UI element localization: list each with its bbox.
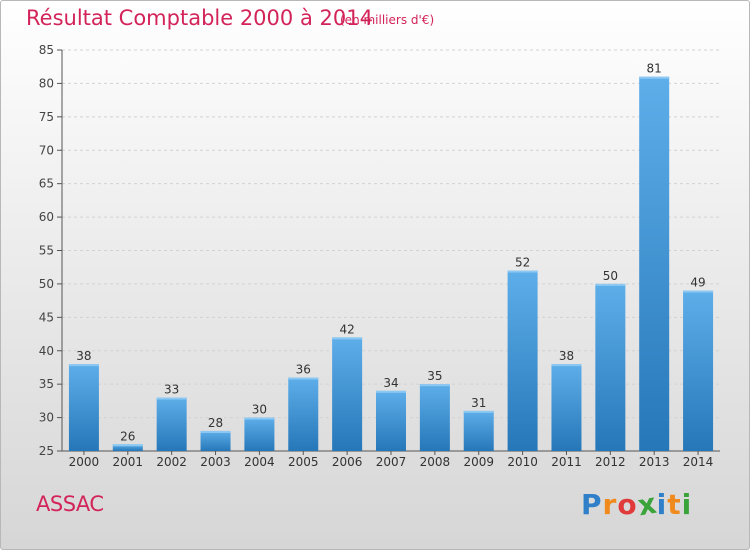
x-tick-label-2001: 2001 <box>113 455 144 469</box>
y-tick-label: 85 <box>39 43 54 57</box>
bar-top-2001 <box>112 444 143 447</box>
bar-top-2009 <box>463 410 494 413</box>
bar-2010 <box>507 270 538 451</box>
y-tick-label: 70 <box>39 143 54 157</box>
proxiti-logo: Proxiti <box>581 487 693 523</box>
value-label-2005: 36 <box>296 362 311 376</box>
value-label-2006: 42 <box>339 322 354 336</box>
value-label-2002: 33 <box>164 383 179 397</box>
x-tick-label-2000: 2000 <box>69 455 100 469</box>
x-tick-label-2006: 2006 <box>332 455 363 469</box>
y-tick-label: 30 <box>39 411 54 425</box>
bar-2005 <box>288 377 319 451</box>
logo-letter: o <box>617 488 638 521</box>
value-label-2011: 38 <box>559 349 574 363</box>
bar-top-2007 <box>376 390 406 393</box>
x-tick-label-2010: 2010 <box>507 455 538 469</box>
value-label-2014: 49 <box>690 276 705 290</box>
y-tick-label: 80 <box>39 76 54 90</box>
logo-letter: t <box>667 488 682 521</box>
value-label-2010: 52 <box>515 256 530 270</box>
value-label-2012: 50 <box>603 269 618 283</box>
value-label-2013: 81 <box>647 62 662 76</box>
logo-letter: i <box>656 488 668 521</box>
bar-2012 <box>595 283 626 451</box>
y-tick-label: 45 <box>39 310 54 324</box>
y-tick-label: 75 <box>39 110 54 124</box>
x-tick-label-2002: 2002 <box>156 455 187 469</box>
logo-letter: i <box>681 488 693 521</box>
bar-top-2003 <box>200 430 231 433</box>
x-tick-label-2005: 2005 <box>288 455 319 469</box>
bar-2004 <box>244 417 275 451</box>
value-label-2008: 35 <box>427 369 442 383</box>
y-tick-label: 65 <box>39 177 54 191</box>
bar-2006 <box>332 337 363 451</box>
logo-letter: r <box>602 488 618 521</box>
x-tick-label-2014: 2014 <box>683 455 714 469</box>
x-tick-label-2003: 2003 <box>200 455 231 469</box>
y-tick-label: 35 <box>39 377 54 391</box>
bar-layer <box>68 76 714 451</box>
value-label-2007: 34 <box>383 376 398 390</box>
chart-title: Résultat Comptable 2000 à 2014 <box>26 6 373 30</box>
city-name: ASSAC <box>36 492 104 516</box>
x-tick-label-2007: 2007 <box>376 455 407 469</box>
x-tick-label-2013: 2013 <box>639 455 670 469</box>
value-label-2004: 30 <box>252 403 267 417</box>
bar-top-2012 <box>595 283 626 286</box>
x-tick-label-2009: 2009 <box>463 455 494 469</box>
bar-2007 <box>376 390 406 451</box>
y-tick-label: 55 <box>39 244 54 258</box>
bar-2003 <box>200 430 231 451</box>
bar-top-2014 <box>683 290 714 293</box>
bar-top-2011 <box>551 364 582 367</box>
bar-2014 <box>683 290 714 451</box>
label-layer: 38 26 33 28 30 36 42 34 35 31 52 38 50 81 49 <box>76 62 705 444</box>
value-label-2009: 31 <box>471 396 486 410</box>
x-tick-label-2004: 2004 <box>244 455 275 469</box>
bar-2002 <box>156 397 187 451</box>
bar-2011 <box>551 364 582 451</box>
bar-2013 <box>639 76 670 451</box>
value-label-2000: 38 <box>76 349 91 363</box>
bar-top-2002 <box>156 397 187 400</box>
bar-top-2010 <box>507 270 538 273</box>
bar-top-2004 <box>244 417 275 420</box>
bar-top-2006 <box>332 337 363 340</box>
y-tick-label: 60 <box>39 210 54 224</box>
y-tick-label: 40 <box>39 344 54 358</box>
logo-letter: P <box>581 488 603 521</box>
value-label-2001: 26 <box>120 429 135 443</box>
x-tick-label-2012: 2012 <box>595 455 626 469</box>
bar-top-2000 <box>68 364 99 367</box>
axis-layer: 25 30 35 40 45 50 55 60 65 70 75 80 85 2000 2001 2002 20… <box>39 43 720 469</box>
x-tick-label-2008: 2008 <box>420 455 451 469</box>
chart-subtitle: (en milliers d'€) <box>340 13 435 27</box>
bar-2001 <box>112 444 143 451</box>
bar-2000 <box>68 364 99 451</box>
bar-top-2008 <box>419 384 450 387</box>
y-tick-label: 25 <box>39 444 54 458</box>
value-label-2003: 28 <box>208 416 223 430</box>
y-tick-label: 50 <box>39 277 54 291</box>
x-tick-label-2011: 2011 <box>551 455 582 469</box>
bar-2008 <box>419 384 450 451</box>
bar-top-2013 <box>639 76 670 79</box>
bar-2009 <box>463 410 494 451</box>
bar-top-2005 <box>288 377 319 380</box>
